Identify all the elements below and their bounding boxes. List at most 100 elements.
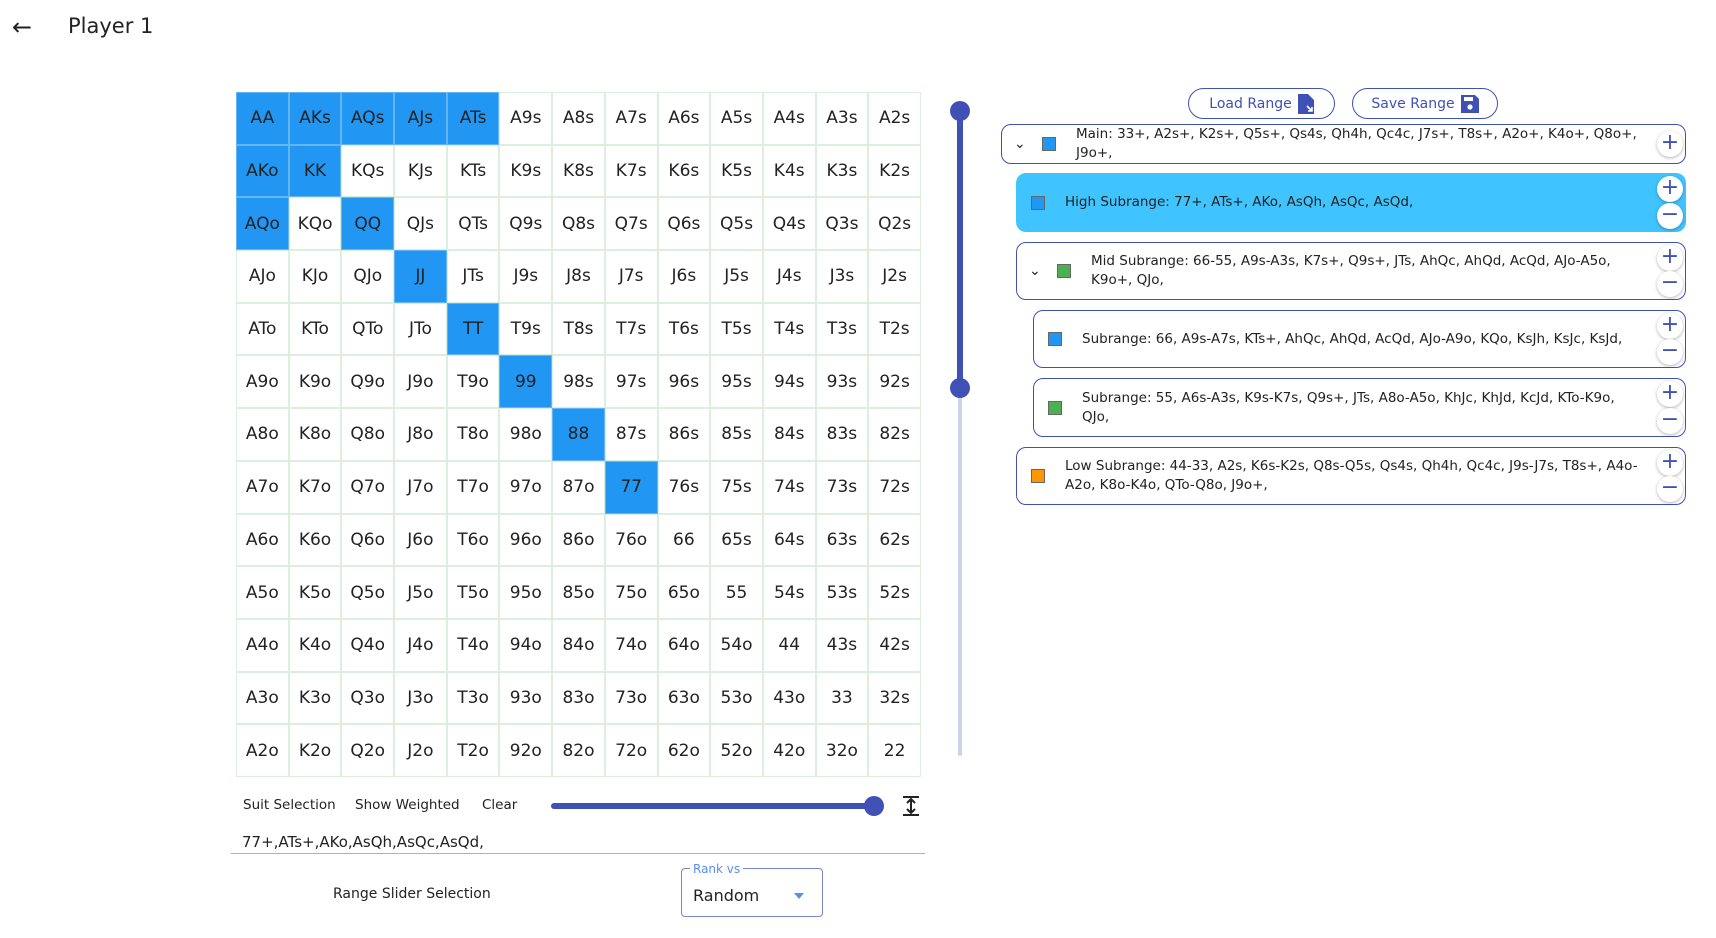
hand-cell[interactable]: Q6o (341, 513, 395, 567)
hand-cell[interactable]: ATs (446, 92, 500, 145)
hand-cell[interactable]: 53o (710, 671, 763, 725)
hand-cell[interactable]: KK (288, 144, 342, 198)
hand-cell[interactable]: K3o (288, 671, 342, 725)
hand-cell[interactable]: J9o (394, 355, 447, 409)
hand-cell[interactable]: 55 (710, 566, 763, 619)
range-high-subrange[interactable]: High Subrange: 77+, ATs+, AKo, AsQh, AsQ… (1016, 173, 1686, 232)
hand-cell[interactable]: Q9s (499, 197, 553, 251)
hand-cell[interactable]: 95o (499, 566, 553, 619)
hand-cell[interactable]: Q7o (341, 460, 395, 514)
hand-cell[interactable]: 22 (868, 724, 921, 777)
hand-cell[interactable]: J2o (394, 724, 447, 777)
hand-cell[interactable]: K9o (288, 355, 342, 409)
hand-cell[interactable]: AKo (236, 144, 289, 198)
hand-cell[interactable]: 93s (815, 355, 869, 409)
hand-cell[interactable]: K8s (552, 144, 605, 198)
weight-slider-track[interactable] (551, 803, 876, 809)
rank-vs-value[interactable]: Random (693, 886, 760, 905)
hand-cell[interactable]: T2o (446, 724, 500, 777)
hand-cell[interactable]: JTo (394, 302, 447, 356)
hand-cell[interactable]: AQo (236, 197, 289, 251)
hand-cell[interactable]: 83o (552, 671, 605, 725)
hand-cell[interactable]: A7s (604, 92, 658, 145)
hand-cell[interactable]: 66 (657, 513, 711, 567)
hand-cell[interactable]: T6s (657, 302, 711, 356)
hand-cell[interactable]: 96s (657, 355, 711, 409)
hand-cell[interactable]: J3s (815, 250, 869, 303)
range-color-swatch[interactable] (1042, 137, 1056, 151)
hand-cell[interactable]: 54s (762, 566, 816, 619)
expand-vertical-icon[interactable] (900, 794, 922, 818)
hand-cell[interactable]: 32s (868, 671, 921, 725)
hand-cell[interactable]: KQs (341, 144, 395, 198)
range-subrange-2[interactable]: Subrange: 55, A6s-A3s, K9s-K7s, Q9s+, JT… (1033, 378, 1686, 437)
range-color-swatch[interactable] (1048, 332, 1062, 346)
hand-cell[interactable]: J8s (552, 250, 605, 303)
hand-cell[interactable]: K6s (657, 144, 711, 198)
hand-cell[interactable]: 75s (710, 460, 763, 514)
hand-cell[interactable]: 42s (868, 618, 921, 672)
hand-cell[interactable]: A5o (236, 566, 289, 619)
hand-cell[interactable]: T4o (446, 618, 500, 672)
hand-cell[interactable]: Q8o (341, 408, 395, 461)
hand-cell[interactable]: K3s (815, 144, 869, 198)
hand-cell[interactable]: A9s (499, 92, 553, 145)
hand-cell[interactable]: T8o (446, 408, 500, 461)
hand-cell[interactable]: T3s (815, 302, 869, 356)
hand-cell[interactable]: 52s (868, 566, 921, 619)
hand-cell[interactable]: 43o (762, 671, 816, 725)
hand-cell[interactable]: Q2o (341, 724, 395, 777)
hand-cell[interactable]: Q5o (341, 566, 395, 619)
minus-icon[interactable]: − (1657, 476, 1683, 502)
hand-cell[interactable]: K5s (710, 144, 763, 198)
hand-cell[interactable]: A8o (236, 408, 289, 461)
hand-cell[interactable]: Q4o (341, 618, 395, 672)
hand-cell[interactable]: K7s (604, 144, 658, 198)
hand-cell[interactable]: 43s (815, 618, 869, 672)
hand-cell[interactable]: KQo (288, 197, 342, 251)
hand-cell[interactable]: KTs (446, 144, 500, 198)
hand-cell[interactable]: KJo (288, 250, 342, 303)
hand-cell[interactable]: J6o (394, 513, 447, 567)
hand-cell[interactable]: 62o (657, 724, 711, 777)
hand-cell[interactable]: A5s (710, 92, 763, 145)
hand-cell[interactable]: T3o (446, 671, 500, 725)
hand-cell[interactable]: AJs (394, 92, 447, 145)
hand-cell[interactable]: 98s (552, 355, 605, 409)
hand-cell[interactable]: A4s (762, 92, 816, 145)
hand-cell[interactable]: 86s (657, 408, 711, 461)
range-main[interactable]: ⌄ Main: 33+, A2s+, K2s+, Q5s+, Qs4s, Qh4h… (1001, 124, 1686, 164)
hand-cell[interactable]: 88 (552, 408, 605, 461)
hand-cell[interactable]: 99 (499, 355, 553, 409)
hand-cell[interactable]: KJs (394, 144, 447, 198)
hand-cell[interactable]: A4o (236, 618, 289, 672)
hand-cell[interactable]: K5o (288, 566, 342, 619)
hand-cell[interactable]: 94s (762, 355, 816, 409)
hand-cell[interactable]: 65s (710, 513, 763, 567)
hand-cell[interactable]: T9s (499, 302, 553, 356)
hand-cell[interactable]: 64s (762, 513, 816, 567)
hand-cell[interactable]: T6o (446, 513, 500, 567)
range-color-swatch[interactable] (1031, 469, 1045, 483)
minus-icon[interactable]: − (1657, 339, 1683, 365)
hand-cell[interactable]: T2s (868, 302, 921, 356)
range-subrange-1[interactable]: Subrange: 66, A9s-A7s, KTs+, AhQc, AhQd,… (1033, 310, 1686, 368)
hand-cell[interactable]: J5o (394, 566, 447, 619)
hand-cell[interactable]: QJo (341, 250, 395, 303)
hand-cell[interactable]: 76o (604, 513, 658, 567)
hand-cell[interactable]: K4s (762, 144, 816, 198)
hand-cell[interactable]: JTs (446, 250, 500, 303)
hand-cell[interactable]: 97s (604, 355, 658, 409)
hand-cell[interactable]: J9s (499, 250, 553, 303)
range-color-swatch[interactable] (1057, 264, 1071, 278)
hand-cell[interactable]: A6s (657, 92, 711, 145)
hand-cell[interactable]: 64o (657, 618, 711, 672)
hand-cell[interactable]: 86o (552, 513, 605, 567)
suit-selection-button[interactable]: Suit Selection (243, 797, 336, 813)
hand-cell[interactable]: 73s (815, 460, 869, 514)
hand-cell[interactable]: 75o (604, 566, 658, 619)
hand-cell[interactable]: 53s (815, 566, 869, 619)
hand-cell[interactable]: 98o (499, 408, 553, 461)
hand-cell[interactable]: 97o (499, 460, 553, 514)
hand-cell[interactable]: T7o (446, 460, 500, 514)
